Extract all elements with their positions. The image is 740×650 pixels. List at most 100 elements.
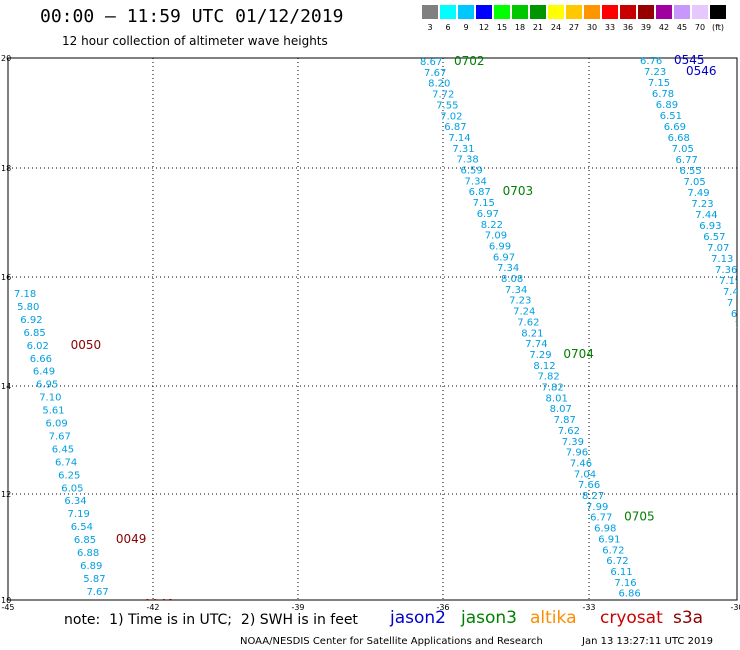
wave-height-value: 7.23: [691, 199, 713, 210]
legend-label: 70: [694, 23, 706, 32]
wave-height-value: 6.76: [640, 56, 662, 67]
wave-height-value: 6.98: [594, 524, 616, 535]
wave-height-value: 7.82: [537, 372, 559, 383]
wave-height-value: 6.68: [623, 600, 645, 611]
wave-height-value: 6.89: [80, 561, 102, 572]
wave-height-value: 6.77: [676, 155, 698, 166]
sat-jason2: jason2: [390, 608, 446, 628]
legend-label: 18: [514, 23, 526, 32]
wave-height-value: 7: [735, 320, 740, 331]
wave-height-value: 6.51: [660, 111, 682, 122]
wave-height-value: 8.27: [582, 491, 604, 502]
wave-height-value: 6.85: [74, 535, 96, 546]
wave-height-value: 6.49: [33, 367, 55, 378]
generated-timestamp: Jan 13 13:27:11 UTC 2019: [582, 636, 714, 647]
wave-height-value: 8.22: [481, 220, 503, 231]
wave-height-value: 7.67: [49, 431, 71, 442]
map-frame: [7, 57, 738, 601]
wave-height-value: 6.02: [27, 341, 49, 352]
legend-label: 45: [676, 23, 688, 32]
pass-time-label: 0703: [503, 184, 534, 198]
wave-height-value: 6.72: [606, 556, 628, 567]
wave-height-value: 7.4: [723, 287, 739, 298]
legend-swatch: [656, 5, 672, 19]
latitude-label: 20: [1, 54, 11, 63]
legend-swatch: [494, 5, 510, 19]
wave-height-value: 7.24: [513, 307, 535, 318]
wave-height-value: 8.21: [521, 328, 543, 339]
wave-height-value: 7.74: [525, 339, 547, 350]
pass-time-label: 0704: [563, 347, 594, 361]
map-subtitle: 12 hour collection of altimeter wave hei…: [62, 34, 328, 48]
legend-label: 6: [445, 23, 451, 32]
wave-height-value: 7.15: [648, 78, 670, 89]
longitude-label: -39: [291, 603, 304, 612]
wave-height-value: 8.12: [533, 361, 555, 372]
wave-height-value: 6.97: [477, 209, 499, 220]
wave-height-value: 7.34: [465, 176, 487, 187]
pass-time-label: 0049: [116, 532, 147, 546]
wave-height-value: 6.25: [58, 470, 80, 481]
wave-height-value: 8.07: [550, 404, 572, 415]
wave-height-value: 7.38: [456, 155, 478, 166]
latitude-label: 10: [1, 596, 11, 605]
wave-height-value: 6.93: [699, 221, 721, 232]
latitude-label: 16: [1, 273, 11, 282]
wave-height-value: 8.08: [501, 274, 523, 285]
wave-height-value: 6.99: [489, 241, 511, 252]
pass-time-label: 0545: [674, 53, 705, 67]
wave-height-value: 6.87: [444, 122, 466, 133]
sat-altika: altika: [530, 608, 577, 628]
wave-height-value: 6.34: [64, 496, 86, 507]
wave-height-value: 6.87: [469, 187, 491, 198]
wave-height-value: 7.34: [505, 285, 527, 296]
wave-height-value: 7.29: [529, 350, 551, 361]
wave-height-value: 6.68: [668, 133, 690, 144]
wave-height-value: 7.04: [574, 469, 596, 480]
pass-time-label: 0048: [144, 597, 175, 611]
latitude-label: 18: [1, 164, 11, 173]
wave-height-value: 7.13: [711, 254, 733, 265]
pass-time-label: 0702: [454, 54, 485, 68]
wave-height-value: 7.87: [554, 415, 576, 426]
map-title: 00:00 – 11:59 UTC 01/12/2019: [40, 6, 344, 27]
wave-height-value: 7.46: [570, 458, 592, 469]
sat-s3a: s3a: [673, 608, 704, 628]
wave-height-value: 8.20: [428, 79, 450, 90]
wave-height-value: 7.14: [448, 133, 470, 144]
wave-height-value: 7.67: [424, 68, 446, 79]
wave-height-value: 6.89: [656, 100, 678, 111]
longitude-label: -36: [436, 603, 449, 612]
wave-height-value: 7.18: [14, 289, 36, 300]
wave-height-value: 6.8: [731, 309, 740, 320]
wave-height-value: 7.37: [90, 600, 112, 611]
legend-swatch: [674, 5, 690, 19]
wave-height-value: 6.09: [46, 419, 68, 430]
wave-height-value: 7.82: [542, 383, 564, 394]
wave-height-value: 7.15: [473, 198, 495, 209]
wave-height-value: 6.55: [680, 166, 702, 177]
wave-height-value: 6.69: [664, 122, 686, 133]
wave-height-value: 6.11: [610, 567, 632, 578]
legend-swatch: [458, 5, 474, 19]
legend-label: 27: [568, 23, 580, 32]
pass-time-label: 0050: [71, 338, 102, 352]
legend-swatch: [440, 5, 456, 19]
pass-time-label: 0705: [624, 510, 655, 524]
legend-swatch: [620, 5, 636, 19]
longitude-label: -33: [582, 603, 595, 612]
wave-height-value: 7.39: [562, 437, 584, 448]
legend-label: 12: [478, 23, 490, 32]
wave-height-value: 5.61: [42, 406, 64, 417]
legend-label: 39: [640, 23, 652, 32]
wave-height-value: 7: [727, 298, 733, 309]
wave-height-value: 7.05: [672, 144, 694, 155]
sat-jason3: jason3: [461, 608, 517, 628]
footer-note: note: 1) Time is in UTC; 2) SWH is in fe…: [64, 612, 358, 628]
legend-swatch: [638, 5, 654, 19]
wave-height-value: 7.62: [558, 426, 580, 437]
wave-height-value: 6.74: [55, 457, 77, 468]
wave-height-value: 6.72: [602, 545, 624, 556]
legend-swatch: [530, 5, 546, 19]
